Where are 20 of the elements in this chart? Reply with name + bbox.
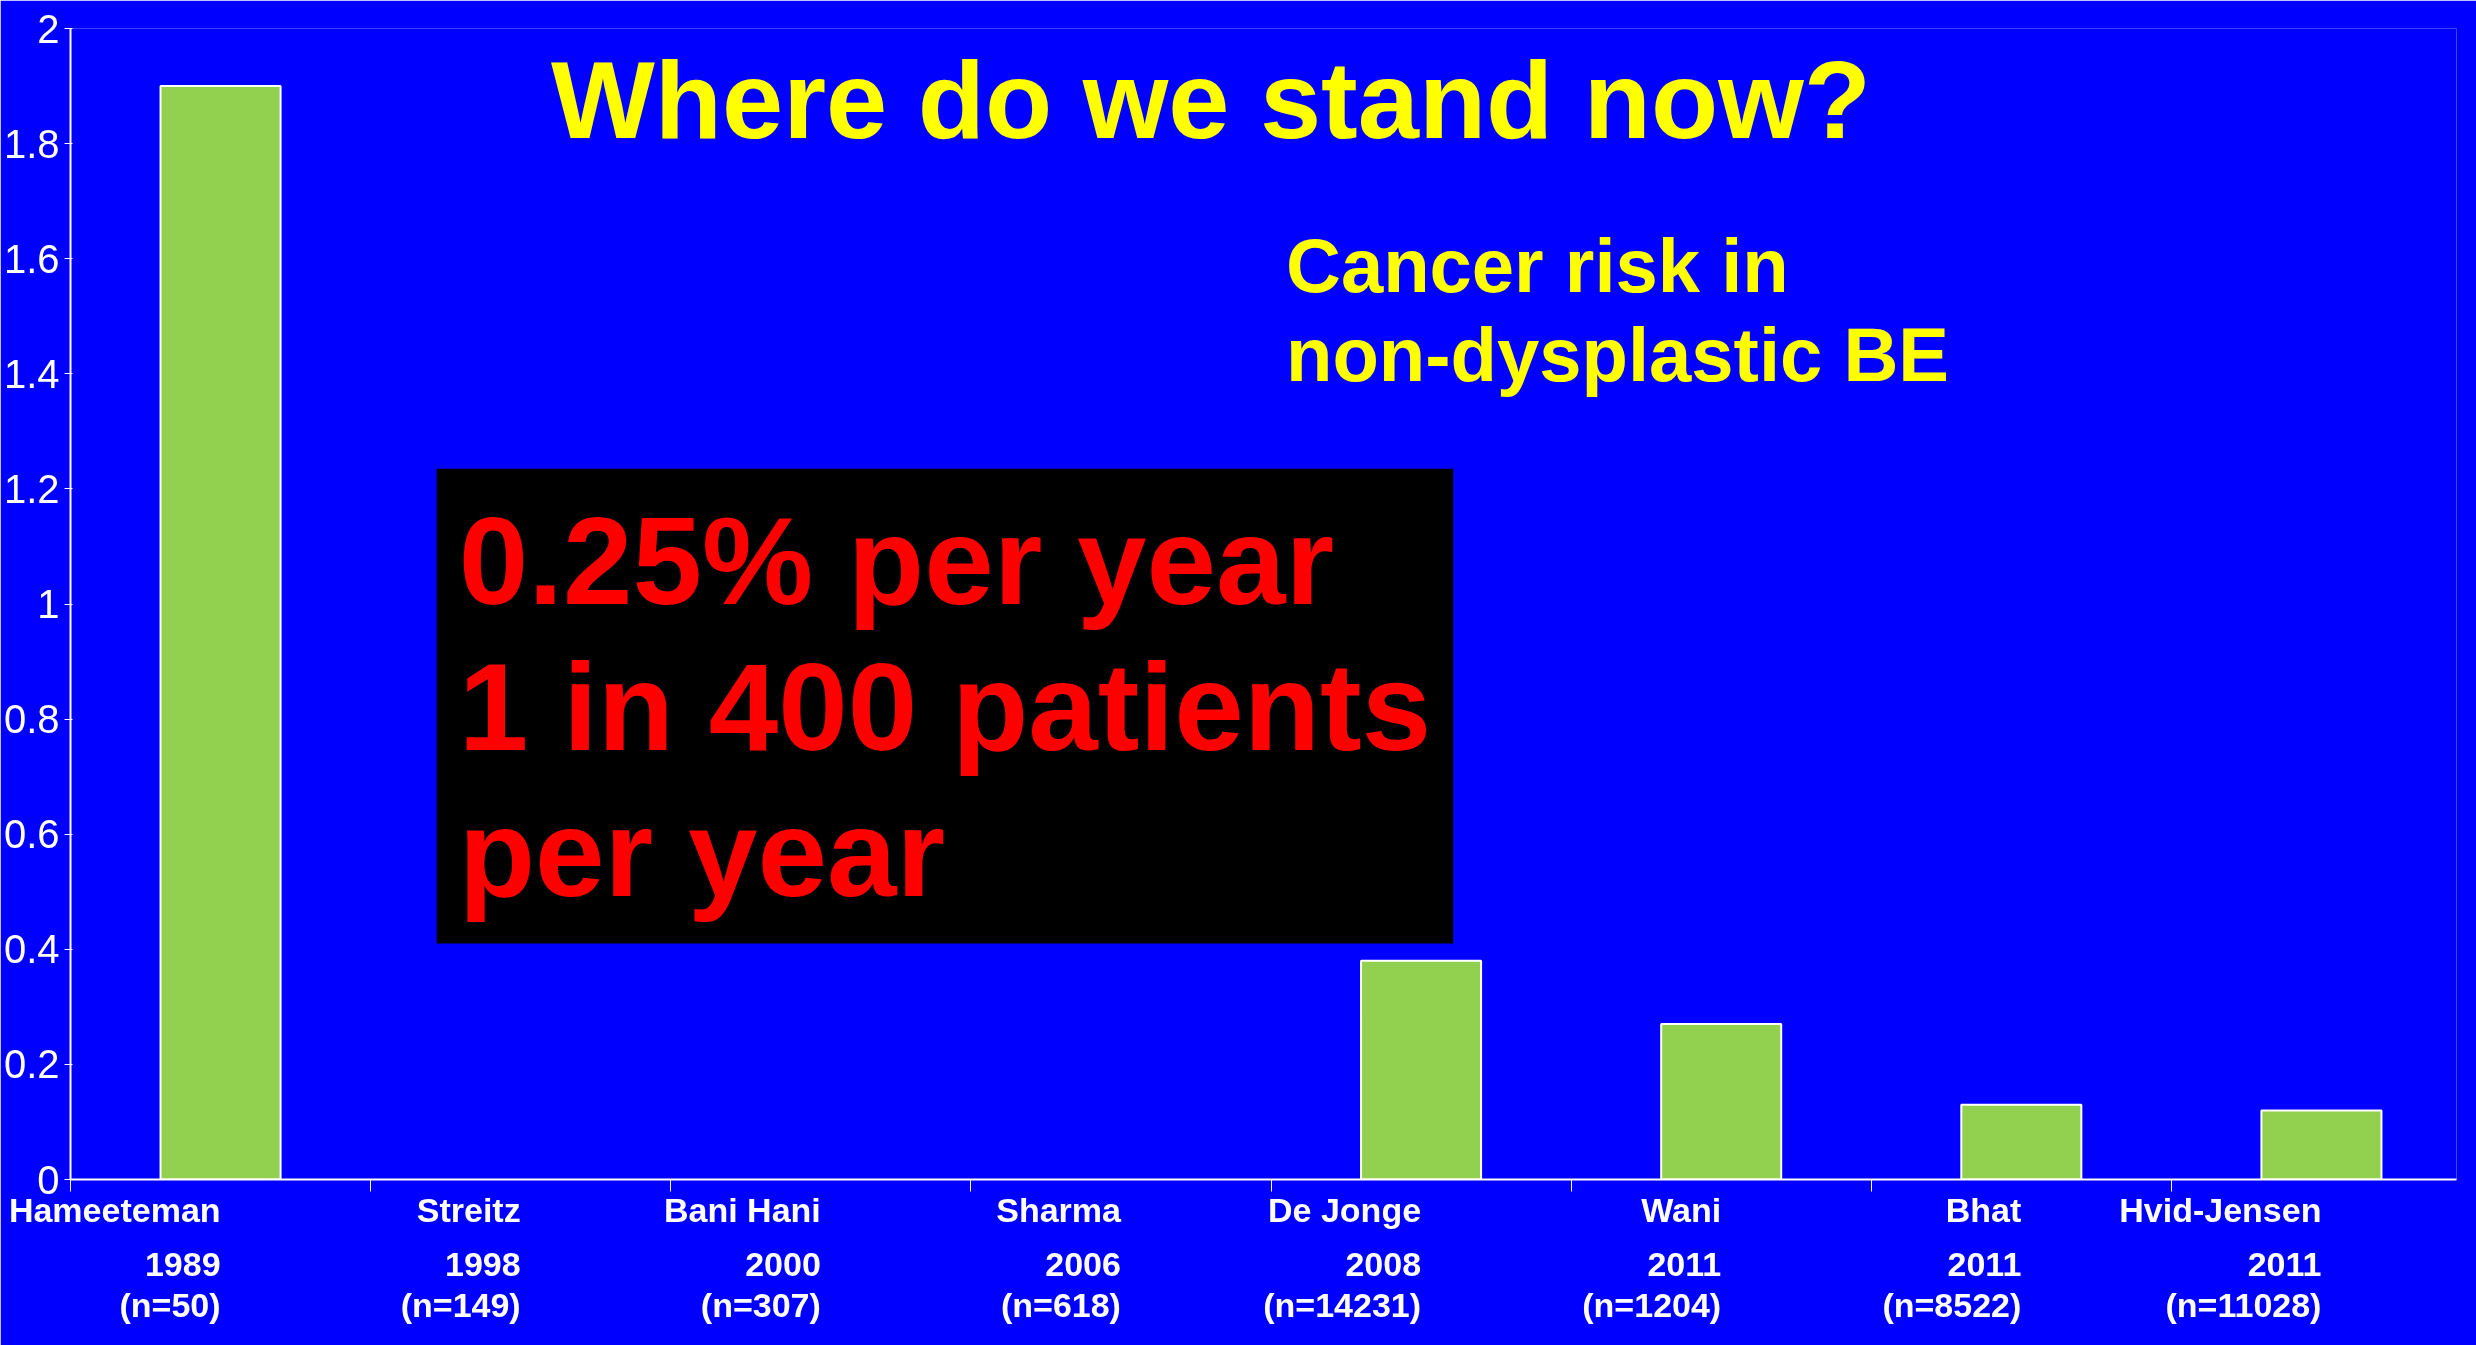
category-label: Wani 2011 (n=1204) (1582, 1190, 1722, 1324)
chart-title: Where do we stand now? (550, 37, 1872, 161)
y-tick-label: 1.4 (3, 351, 60, 396)
annotation: 0.25% per year 1 in 400 patients per year (458, 490, 1432, 922)
category-label: Sharma 2006 (n=618) (996, 1190, 1121, 1324)
y-tick-label: 2 (37, 6, 60, 51)
y-tick-label: 1.8 (3, 121, 60, 166)
category-label: Bani Hani 2000 (n=307) (664, 1190, 821, 1324)
y-tick-label: 1 (37, 582, 60, 626)
category-label: Streitz 1998 (n=149) (400, 1190, 521, 1324)
y-tick-label: 1.6 (3, 236, 60, 281)
y-tick-label: 0.6 (3, 812, 60, 857)
category-label: De Jonge 2008 (n=14231) (1263, 1190, 1422, 1324)
category-label: Hvid-Jensen 2011 (n=11028) (2119, 1190, 2322, 1324)
y-tick-label: 1.2 (3, 466, 60, 511)
y-tick-label: 0.2 (3, 1042, 60, 1087)
y-tick-label: 0.8 (3, 697, 60, 742)
annotation: Cancer risk in non-dysplastic BE (1286, 222, 1950, 397)
y-tick-label: 0.4 (3, 927, 60, 972)
category-label: Bhat 2011 (n=8522) (1882, 1190, 2022, 1324)
